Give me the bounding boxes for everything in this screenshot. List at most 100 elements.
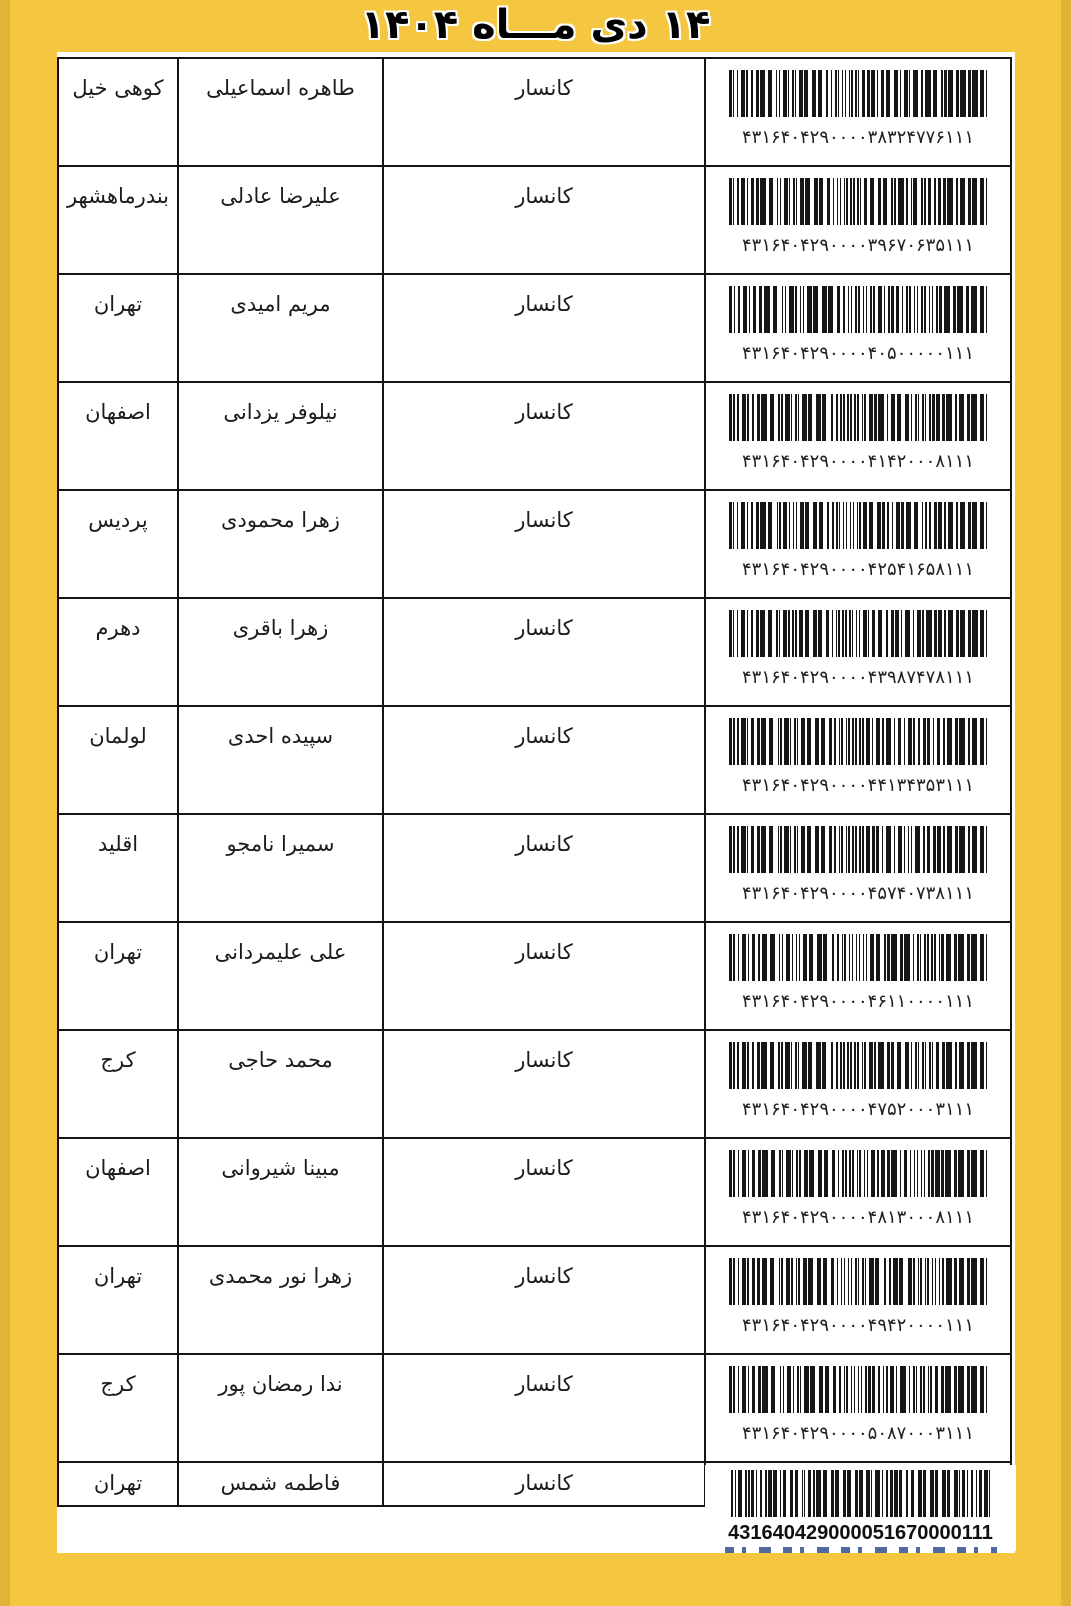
barcode-cell: ۴۳۱۶۴۰۴۲۹۰۰۰۰۴۳۹۸۷۴۷۸۱۱۱ [706, 599, 1010, 707]
barcode-cell: ۴۳۱۶۴۰۴۲۹۰۰۰۰۴۷۵۲۰۰۰۳۱۱۱ [706, 1031, 1010, 1139]
company-cell: کانسار [384, 1139, 706, 1247]
data-table: کوهی خیل طاهره اسماعیلی کانسار ۴۳۱۶۴۰۴۲۹… [57, 57, 1016, 1553]
barcode-cell: ۴۳۱۶۴۰۴۲۹۰۰۰۰۵۰۸۷۰۰۰۳۱۱۱ [706, 1355, 1010, 1463]
table-row: تهران علی علیمردانی کانسار ۴۳۱۶۴۰۴۲۹۰۰۰۰… [59, 923, 1010, 1031]
barcode-cell: ۴۳۱۶۴۰۴۲۹۰۰۰۰۴۹۴۲۰۰۰۰۱۱۱ [706, 1247, 1010, 1355]
barcode-number: ۴۳۱۶۴۰۴۲۹۰۰۰۰۳۸۳۲۴۷۷۶۱۱۱ [741, 127, 975, 148]
name-cell: نیلوفر یزدانی [179, 383, 384, 491]
barcode-image [729, 1258, 987, 1305]
table-row: اقلید سمیرا نامجو کانسار ۴۳۱۶۴۰۴۲۹۰۰۰۰۴۵… [59, 815, 1010, 923]
name-cell: ندا رمضان پور [179, 1355, 384, 1463]
table-row: دهرم زهرا باقری کانسار ۴۳۱۶۴۰۴۲۹۰۰۰۰۴۳۹۸… [59, 599, 1010, 707]
city-cell: تهران [59, 923, 179, 1031]
city-cell: دهرم [59, 599, 179, 707]
barcode-image [729, 178, 987, 225]
table-row: اصفهان نیلوفر یزدانی کانسار ۴۳۱۶۴۰۴۲۹۰۰۰… [59, 383, 1010, 491]
page-right-edge-shade [1061, 0, 1071, 1606]
barcode-image [729, 826, 987, 873]
city-cell: اصفهان [59, 383, 179, 491]
barcode-number: ۴۳۱۶۴۰۴۲۹۰۰۰۰۴۶۱۱۰۰۰۰۱۱۱ [741, 991, 975, 1012]
company-cell: کانسار [384, 599, 706, 707]
barcode-image [729, 502, 987, 549]
company-cell: کانسار [384, 383, 706, 491]
barcode-cell: ۴۳۱۶۴۰۴۲۹۰۰۰۰۴۵۷۴۰۷۳۸۱۱۱ [706, 815, 1010, 923]
city-cell: اصفهان [59, 1139, 179, 1247]
name-cell: سمیرا نامجو [179, 815, 384, 923]
table-row: تهران مریم امیدی کانسار ۴۳۱۶۴۰۴۲۹۰۰۰۰۴۰۵… [59, 275, 1010, 383]
page-title: ۱۴ دی مـــاه ۱۴۰۴ [360, 2, 711, 48]
city-cell: کرج [59, 1355, 179, 1463]
barcode-number: ۴۳۱۶۴۰۴۲۹۰۰۰۰۳۹۶۷۰۶۳۵۱۱۱ [741, 235, 975, 256]
barcode-number: ۴۳۱۶۴۰۴۲۹۰۰۰۰۴۴۱۳۴۳۵۳۱۱۱ [741, 775, 975, 796]
name-cell: طاهره اسماعیلی [179, 59, 384, 167]
barcode-cell: ۴۳۱۶۴۰۴۲۹۰۰۰۰۴۱۴۲۰۰۰۸۱۱۱ [706, 383, 1010, 491]
name-cell: مریم امیدی [179, 275, 384, 383]
table-row: کوهی خیل طاهره اسماعیلی کانسار ۴۳۱۶۴۰۴۲۹… [59, 59, 1010, 167]
city-cell: تهران [59, 275, 179, 383]
table-row: بندرماهشهر علیرضا عادلی کانسار ۴۳۱۶۴۰۴۲۹… [59, 167, 1010, 275]
company-cell: کانسار [384, 275, 706, 383]
table-row: پردیس زهرا محمودی کانسار ۴۳۱۶۴۰۴۲۹۰۰۰۰۴۲… [59, 491, 1010, 599]
barcode-cell: ۴۳۱۶۴۰۴۲۹۰۰۰۰۳۹۶۷۰۶۳۵۱۱۱ [706, 167, 1010, 275]
barcode-number: ۴۳۱۶۴۰۴۲۹۰۰۰۰۴۲۵۴۱۶۵۸۱۱۱ [741, 559, 975, 580]
sheet: کوهی خیل طاهره اسماعیلی کانسار ۴۳۱۶۴۰۴۲۹… [57, 52, 1016, 1553]
barcode-image [729, 718, 987, 765]
barcode-number: 431640429000051670000111 [728, 1522, 993, 1544]
city-cell: کرج [59, 1031, 179, 1139]
barcode-number: ۴۳۱۶۴۰۴۲۹۰۰۰۰۴۸۱۳۰۰۰۸۱۱۱ [741, 1207, 975, 1228]
city-cell: کوهی خیل [59, 59, 179, 167]
company-cell: کانسار [384, 1463, 706, 1507]
barcode-cell: ۴۳۱۶۴۰۴۲۹۰۰۰۰۳۸۳۲۴۷۷۶۱۱۱ [706, 59, 1010, 167]
city-cell: لولمان [59, 707, 179, 815]
table-row: تهران زهرا نور محمدی کانسار ۴۳۱۶۴۰۴۲۹۰۰۰… [59, 1247, 1010, 1355]
name-cell: فاطمه شمس [179, 1463, 384, 1507]
barcode-number: ۴۳۱۶۴۰۴۲۹۰۰۰۰۵۰۸۷۰۰۰۳۱۱۱ [741, 1423, 975, 1444]
barcode-number: ۴۳۱۶۴۰۴۲۹۰۰۰۰۴۷۵۲۰۰۰۳۱۱۱ [741, 1099, 975, 1120]
city-cell: اقلید [59, 815, 179, 923]
barcode-number: ۴۳۱۶۴۰۴۲۹۰۰۰۰۴۳۹۸۷۴۷۸۱۱۱ [741, 667, 975, 688]
barcode-image [729, 394, 987, 441]
barcode-label: 431640429000051670000111 [705, 1465, 1016, 1553]
barcode-image [729, 1042, 987, 1089]
barcode-number: ۴۳۱۶۴۰۴۲۹۰۰۰۰۴۱۴۲۰۰۰۸۱۱۱ [741, 451, 975, 472]
company-cell: کانسار [384, 1031, 706, 1139]
barcode-image [731, 1470, 990, 1517]
company-cell: کانسار [384, 1247, 706, 1355]
name-cell: علی علیمردانی [179, 923, 384, 1031]
name-cell: زهرا باقری [179, 599, 384, 707]
barcode-image [729, 934, 987, 981]
barcode-image [729, 70, 987, 117]
company-cell: کانسار [384, 1355, 706, 1463]
name-cell: سپیده احدی [179, 707, 384, 815]
city-cell: تهران [59, 1247, 179, 1355]
company-cell: کانسار [384, 815, 706, 923]
name-cell: محمد حاجی [179, 1031, 384, 1139]
table-row: کرج محمد حاجی کانسار ۴۳۱۶۴۰۴۲۹۰۰۰۰۴۷۵۲۰۰… [59, 1031, 1010, 1139]
table-row: کرج ندا رمضان پور کانسار ۴۳۱۶۴۰۴۲۹۰۰۰۰۵۰… [59, 1355, 1010, 1463]
page-left-edge-shade [0, 0, 10, 1606]
barcode-cell: ۴۳۱۶۴۰۴۲۹۰۰۰۰۴۸۱۳۰۰۰۸۱۱۱ [706, 1139, 1010, 1247]
name-cell: مبینا شیروانی [179, 1139, 384, 1247]
barcode-number: ۴۳۱۶۴۰۴۲۹۰۰۰۰۴۹۴۲۰۰۰۰۱۱۱ [741, 1315, 975, 1336]
city-cell: بندرماهشهر [59, 167, 179, 275]
barcode-image [729, 286, 987, 333]
city-cell: پردیس [59, 491, 179, 599]
barcode-cell: ۴۳۱۶۴۰۴۲۹۰۰۰۰۴۰۵۰۰۰۰۰۱۱۱ [706, 275, 1010, 383]
barcode-number: ۴۳۱۶۴۰۴۲۹۰۰۰۰۴۰۵۰۰۰۰۰۱۱۱ [741, 343, 975, 364]
name-cell: علیرضا عادلی [179, 167, 384, 275]
company-cell: کانسار [384, 59, 706, 167]
name-cell: زهرا نور محمدی [179, 1247, 384, 1355]
table-row: لولمان سپیده احدی کانسار ۴۳۱۶۴۰۴۲۹۰۰۰۰۴۴… [59, 707, 1010, 815]
city-cell: تهران [59, 1463, 179, 1507]
barcode-image [729, 1150, 987, 1197]
table-row: اصفهان مبینا شیروانی کانسار ۴۳۱۶۴۰۴۲۹۰۰۰… [59, 1139, 1010, 1247]
barcode-cell: ۴۳۱۶۴۰۴۲۹۰۰۰۰۴۲۵۴۱۶۵۸۱۱۱ [706, 491, 1010, 599]
barcode-cell: ۴۳۱۶۴۰۴۲۹۰۰۰۰۴۶۱۱۰۰۰۰۱۱۱ [706, 923, 1010, 1031]
company-cell: کانسار [384, 491, 706, 599]
barcode-cell: ۴۳۱۶۴۰۴۲۹۰۰۰۰۴۴۱۳۴۳۵۳۱۱۱ [706, 707, 1010, 815]
company-cell: کانسار [384, 707, 706, 815]
barcode-image [729, 1366, 987, 1413]
name-cell: زهرا محمودی [179, 491, 384, 599]
barcode-cell: 431640429000051670000111 [705, 1463, 1016, 1553]
